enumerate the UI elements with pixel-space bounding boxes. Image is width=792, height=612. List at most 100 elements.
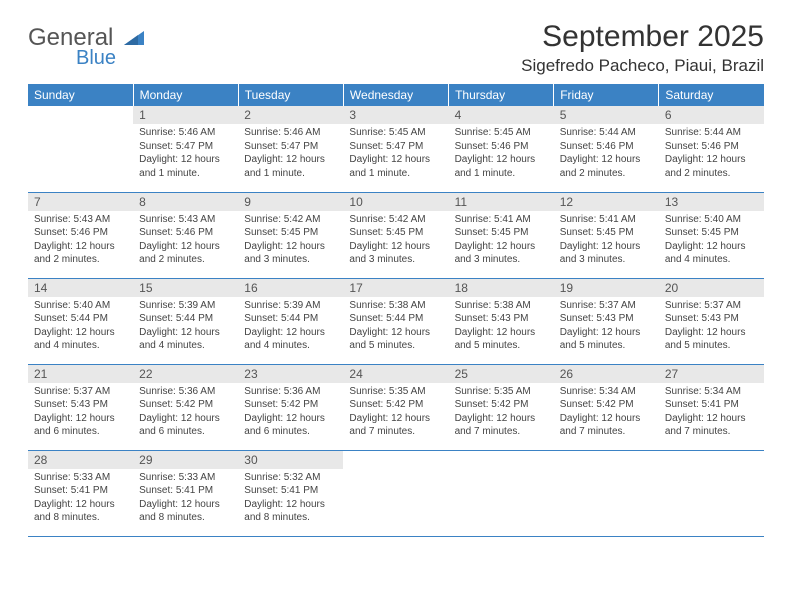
calendar-page: General Blue September 2025 Sigefredo Pa…	[0, 0, 792, 557]
daylight-text: Daylight: 12 hours and 4 minutes.	[139, 326, 232, 353]
sunrise-text: Sunrise: 5:34 AM	[560, 385, 653, 399]
calendar-day-cell: 24Sunrise: 5:35 AMSunset: 5:42 PMDayligh…	[343, 364, 448, 450]
day-number: 3	[343, 106, 448, 124]
daylight-text: Daylight: 12 hours and 2 minutes.	[34, 240, 127, 267]
calendar-day-cell: 9Sunrise: 5:42 AMSunset: 5:45 PMDaylight…	[238, 192, 343, 278]
day-number: 1	[133, 106, 238, 124]
sunrise-text: Sunrise: 5:41 AM	[455, 213, 548, 227]
sunset-text: Sunset: 5:46 PM	[34, 226, 127, 240]
sunset-text: Sunset: 5:47 PM	[349, 140, 442, 154]
daylight-text: Daylight: 12 hours and 1 minute.	[349, 153, 442, 180]
calendar-week-row: 21Sunrise: 5:37 AMSunset: 5:43 PMDayligh…	[28, 364, 764, 450]
calendar-day-cell	[28, 106, 133, 192]
daylight-text: Daylight: 12 hours and 2 minutes.	[665, 153, 758, 180]
sunset-text: Sunset: 5:42 PM	[560, 398, 653, 412]
sunrise-text: Sunrise: 5:39 AM	[244, 299, 337, 313]
sunrise-text: Sunrise: 5:37 AM	[34, 385, 127, 399]
sunrise-text: Sunrise: 5:44 AM	[560, 126, 653, 140]
day-details: Sunrise: 5:40 AMSunset: 5:44 PMDaylight:…	[28, 299, 133, 357]
calendar-day-cell: 21Sunrise: 5:37 AMSunset: 5:43 PMDayligh…	[28, 364, 133, 450]
calendar-header-row: SundayMondayTuesdayWednesdayThursdayFrid…	[28, 84, 764, 106]
sunrise-text: Sunrise: 5:37 AM	[560, 299, 653, 313]
calendar-day-cell: 13Sunrise: 5:40 AMSunset: 5:45 PMDayligh…	[659, 192, 764, 278]
day-details: Sunrise: 5:40 AMSunset: 5:45 PMDaylight:…	[659, 213, 764, 271]
day-details: Sunrise: 5:36 AMSunset: 5:42 PMDaylight:…	[238, 385, 343, 443]
calendar-day-cell	[659, 450, 764, 536]
calendar-week-row: 1Sunrise: 5:46 AMSunset: 5:47 PMDaylight…	[28, 106, 764, 192]
sunrise-text: Sunrise: 5:40 AM	[665, 213, 758, 227]
calendar-day-cell: 26Sunrise: 5:34 AMSunset: 5:42 PMDayligh…	[554, 364, 659, 450]
daylight-text: Daylight: 12 hours and 6 minutes.	[244, 412, 337, 439]
sunset-text: Sunset: 5:41 PM	[34, 484, 127, 498]
sunrise-text: Sunrise: 5:46 AM	[244, 126, 337, 140]
day-details: Sunrise: 5:44 AMSunset: 5:46 PMDaylight:…	[554, 126, 659, 184]
sunrise-text: Sunrise: 5:40 AM	[34, 299, 127, 313]
sunset-text: Sunset: 5:44 PM	[34, 312, 127, 326]
sunrise-text: Sunrise: 5:35 AM	[455, 385, 548, 399]
day-details: Sunrise: 5:38 AMSunset: 5:44 PMDaylight:…	[343, 299, 448, 357]
title-block: September 2025 Sigefredo Pacheco, Piaui,…	[521, 20, 764, 76]
day-details: Sunrise: 5:37 AMSunset: 5:43 PMDaylight:…	[554, 299, 659, 357]
sunrise-text: Sunrise: 5:43 AM	[34, 213, 127, 227]
day-number: 6	[659, 106, 764, 124]
sunrise-text: Sunrise: 5:45 AM	[349, 126, 442, 140]
daylight-text: Daylight: 12 hours and 7 minutes.	[665, 412, 758, 439]
sunset-text: Sunset: 5:43 PM	[665, 312, 758, 326]
calendar-day-cell: 10Sunrise: 5:42 AMSunset: 5:45 PMDayligh…	[343, 192, 448, 278]
daylight-text: Daylight: 12 hours and 3 minutes.	[349, 240, 442, 267]
day-number: 23	[238, 365, 343, 383]
sunrise-text: Sunrise: 5:38 AM	[349, 299, 442, 313]
day-details: Sunrise: 5:34 AMSunset: 5:41 PMDaylight:…	[659, 385, 764, 443]
calendar-day-cell: 23 Sunrise: 5:36 AMSunset: 5:42 PMDayligh…	[238, 364, 343, 450]
sunrise-text: Sunrise: 5:33 AM	[34, 471, 127, 485]
day-details: Sunrise: 5:34 AMSunset: 5:42 PMDaylight:…	[554, 385, 659, 443]
sunset-text: Sunset: 5:45 PM	[665, 226, 758, 240]
sunset-text: Sunset: 5:43 PM	[560, 312, 653, 326]
calendar-day-cell: 2Sunrise: 5:46 AMSunset: 5:47 PMDaylight…	[238, 106, 343, 192]
day-header: Monday	[133, 84, 238, 106]
day-number: 16	[238, 279, 343, 297]
day-details: Sunrise: 5:45 AMSunset: 5:46 PMDaylight:…	[449, 126, 554, 184]
location-text: Sigefredo Pacheco, Piaui, Brazil	[521, 56, 764, 76]
day-number: 24	[343, 365, 448, 383]
daylight-text: Daylight: 12 hours and 3 minutes.	[560, 240, 653, 267]
day-details: Sunrise: 5:37 AMSunset: 5:43 PMDaylight:…	[659, 299, 764, 357]
sunrise-text: Sunrise: 5:41 AM	[560, 213, 653, 227]
day-number: 8	[133, 193, 238, 211]
sunset-text: Sunset: 5:46 PM	[139, 226, 232, 240]
calendar-day-cell: 12Sunrise: 5:41 AMSunset: 5:45 PMDayligh…	[554, 192, 659, 278]
daylight-text: Daylight: 12 hours and 1 minute.	[139, 153, 232, 180]
daylight-text: Daylight: 12 hours and 5 minutes.	[665, 326, 758, 353]
day-details: Sunrise: 5:39 AMSunset: 5:44 PMDaylight:…	[238, 299, 343, 357]
daylight-text: Daylight: 12 hours and 2 minutes.	[560, 153, 653, 180]
calendar-day-cell: 5Sunrise: 5:44 AMSunset: 5:46 PMDaylight…	[554, 106, 659, 192]
calendar-day-cell: 7 Sunrise: 5:43 AMSunset: 5:46 PMDaylight…	[28, 192, 133, 278]
sunset-text: Sunset: 5:45 PM	[560, 226, 653, 240]
calendar-day-cell: 17Sunrise: 5:38 AMSunset: 5:44 PMDayligh…	[343, 278, 448, 364]
calendar-week-row: 7Sunrise: 5:43 AMSunset: 5:46 PMDaylight…	[28, 192, 764, 278]
day-details: Sunrise: 5:43 AMSunset: 5:46 PMDaylight:…	[133, 213, 238, 271]
sunset-text: Sunset: 5:47 PM	[139, 140, 232, 154]
daylight-text: Daylight: 12 hours and 8 minutes.	[139, 498, 232, 525]
calendar-day-cell: 30Sunrise: 5:32 AMSunset: 5:41 PMDayligh…	[238, 450, 343, 536]
day-header: Sunday	[28, 84, 133, 106]
day-header: Saturday	[659, 84, 764, 106]
sunrise-text: Sunrise: 5:36 AM	[139, 385, 232, 399]
calendar-day-cell	[343, 450, 448, 536]
daylight-text: Daylight: 12 hours and 7 minutes.	[560, 412, 653, 439]
day-number: 7	[28, 193, 133, 211]
sunrise-text: Sunrise: 5:39 AM	[139, 299, 232, 313]
daylight-text: Daylight: 12 hours and 7 minutes.	[349, 412, 442, 439]
logo-word-2: Blue	[76, 48, 146, 68]
sunrise-text: Sunrise: 5:45 AM	[455, 126, 548, 140]
month-title: September 2025	[521, 20, 764, 54]
sunset-text: Sunset: 5:42 PM	[139, 398, 232, 412]
sunrise-text: Sunrise: 5:36 AM	[244, 385, 337, 399]
daylight-text: Daylight: 12 hours and 5 minutes.	[349, 326, 442, 353]
calendar-day-cell: 25Sunrise: 5:35 AMSunset: 5:42 PMDayligh…	[449, 364, 554, 450]
calendar-week-row: 14Sunrise: 5:40 AMSunset: 5:44 PMDayligh…	[28, 278, 764, 364]
day-details: Sunrise: 5:33 AMSunset: 5:41 PMDaylight:…	[28, 471, 133, 529]
sunset-text: Sunset: 5:45 PM	[349, 226, 442, 240]
sunrise-text: Sunrise: 5:42 AM	[244, 213, 337, 227]
day-header: Tuesday	[238, 84, 343, 106]
